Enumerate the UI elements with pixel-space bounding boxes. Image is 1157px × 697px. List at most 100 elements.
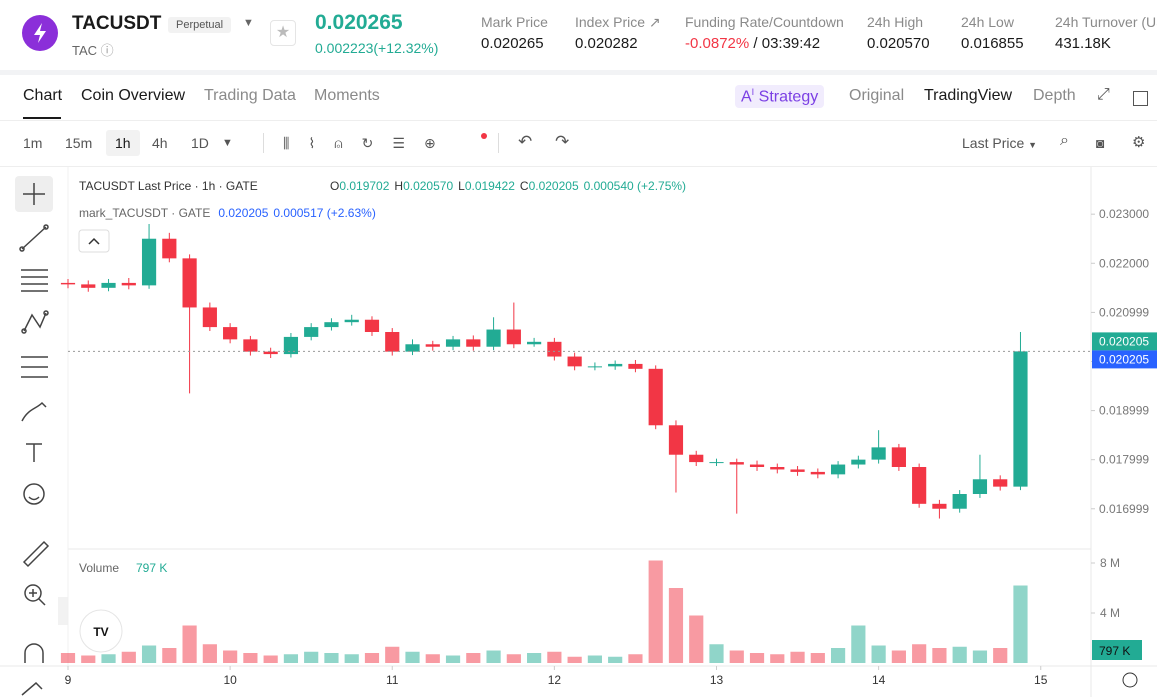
- notify-dot: [481, 133, 487, 139]
- tab[interactable]: Coin Overview: [81, 87, 186, 104]
- x-tick-label: 10: [223, 673, 237, 687]
- last-price-label: 0.020205: [1099, 334, 1149, 348]
- x-tick-label: 11: [386, 673, 399, 687]
- candle-body: [405, 344, 420, 352]
- header: TACUSDT Perpetual ▼ TAC ⓘ ★ 0.020265 0.0…: [0, 0, 1157, 70]
- volume-bar: [466, 653, 481, 663]
- x-tick-label: 13: [710, 673, 724, 687]
- stat-value: 0.020282: [575, 35, 638, 52]
- candle-body: [891, 447, 906, 467]
- volume-bar: [385, 646, 400, 663]
- candle-body: [445, 339, 461, 347]
- candle-body: [182, 258, 197, 308]
- volume-tick-label: 8 M: [1100, 556, 1120, 570]
- stat-label-text: Index Price: [575, 14, 646, 30]
- candle-body: [932, 503, 947, 509]
- interval[interactable]: 15m: [65, 135, 93, 151]
- search[interactable]: ⌕: [1060, 132, 1069, 149]
- last-price-tag: [1092, 332, 1157, 351]
- stat-value: -0.0872% / 03:39:42: [685, 35, 820, 52]
- candle-body: [506, 329, 521, 345]
- volume-bar: [202, 644, 217, 663]
- volume-bar: [324, 653, 339, 663]
- volume-bar: [952, 646, 967, 663]
- candle-body: [749, 464, 765, 467]
- interval-dropdown[interactable]: ▼: [222, 137, 233, 149]
- redo[interactable]: ↷: [555, 132, 570, 151]
- volume-bar: [912, 644, 927, 663]
- volume-bar: [932, 648, 947, 663]
- volume-bar: [749, 653, 765, 663]
- volume-tick-label: 4 M: [1100, 606, 1120, 620]
- favorite[interactable]: ★: [270, 20, 296, 46]
- view-tab[interactable]: Original: [849, 87, 905, 104]
- candle-body: [324, 322, 339, 328]
- volume-bar: [851, 625, 866, 663]
- interval[interactable]: 1h: [106, 130, 140, 156]
- strategy-button[interactable]: AI Strategy: [735, 85, 825, 109]
- volume-bar: [182, 625, 197, 663]
- candle-body: [851, 459, 866, 465]
- price-type-text: Last Price: [962, 135, 1025, 151]
- volume-bar: [527, 653, 542, 663]
- tab-underline: [23, 117, 61, 119]
- candle-body: [830, 464, 846, 475]
- candle-body: [689, 454, 704, 463]
- volume-bar: [162, 648, 177, 663]
- stat-label: Funding Rate/Countdown: [685, 14, 844, 30]
- candle-body: [486, 329, 501, 347]
- legend-change: 0.000540 (+2.75%): [584, 179, 686, 193]
- y-tick-label: 0.020999: [1099, 305, 1149, 319]
- x-tick-label: 15: [1034, 673, 1048, 687]
- fullscreen[interactable]: [1133, 91, 1148, 106]
- settings[interactable]: ⚙: [1132, 134, 1146, 151]
- stat-label: Index Price ↗: [575, 14, 661, 30]
- undo[interactable]: ↶: [518, 132, 533, 151]
- collapse-button[interactable]: [78, 229, 110, 253]
- settings-icon[interactable]: [1122, 672, 1138, 688]
- volume-bar: [729, 650, 744, 663]
- volume-bar: [891, 650, 906, 663]
- mark-value: 0.020205: [218, 206, 268, 220]
- candle-body: [668, 425, 684, 455]
- y-tick-label: 0.018999: [1099, 404, 1149, 418]
- candle-body: [729, 462, 744, 465]
- volume-bar: [547, 651, 562, 663]
- interval[interactable]: 1D: [191, 135, 209, 151]
- expand[interactable]: ⤢: [1097, 86, 1110, 103]
- price-type[interactable]: Last Price ▼: [962, 135, 1038, 151]
- candle-body: [587, 366, 602, 368]
- interval[interactable]: 1m: [23, 135, 43, 151]
- candle-body: [952, 494, 967, 509]
- interval[interactable]: 4h: [152, 135, 168, 151]
- candle-body: [993, 479, 1008, 487]
- tab[interactable]: Chart: [23, 87, 63, 104]
- volume-bar: [1013, 585, 1028, 663]
- divider: [0, 70, 1157, 75]
- tv-logo[interactable]: [79, 609, 123, 653]
- tool-icons[interactable]: ⫼⌇⍝↻☰⊕: [283, 135, 455, 151]
- tab[interactable]: Moments: [314, 87, 380, 104]
- l-value: 0.019422: [465, 179, 515, 193]
- legend-title: TACUSDT Last Price · 1h · GATE: [79, 179, 258, 193]
- volume-bar: [993, 648, 1008, 663]
- candle-body: [162, 238, 177, 259]
- volume-tag-label: 797 K: [1099, 644, 1130, 658]
- candle-body: [60, 282, 76, 285]
- dropdown[interactable]: ▼: [243, 17, 254, 29]
- y-tick-label: 0.022000: [1099, 256, 1149, 270]
- candle-body: [263, 351, 278, 355]
- tab[interactable]: Trading Data: [204, 87, 296, 104]
- strategy-text: Strategy: [758, 88, 819, 106]
- view-tab[interactable]: Depth: [1033, 87, 1076, 104]
- separator: [498, 133, 499, 153]
- volume-bar: [121, 651, 136, 663]
- stat-label: 24h Low: [961, 14, 1014, 30]
- stat-value: 0.020570: [867, 35, 930, 52]
- view-tab[interactable]: TradingView: [924, 87, 1013, 104]
- camera[interactable]: ◙: [1096, 135, 1105, 151]
- candle-body: [871, 447, 886, 460]
- volume-bar: [668, 588, 684, 663]
- candle-body: [648, 368, 663, 426]
- stat-label: 24h High: [867, 14, 924, 30]
